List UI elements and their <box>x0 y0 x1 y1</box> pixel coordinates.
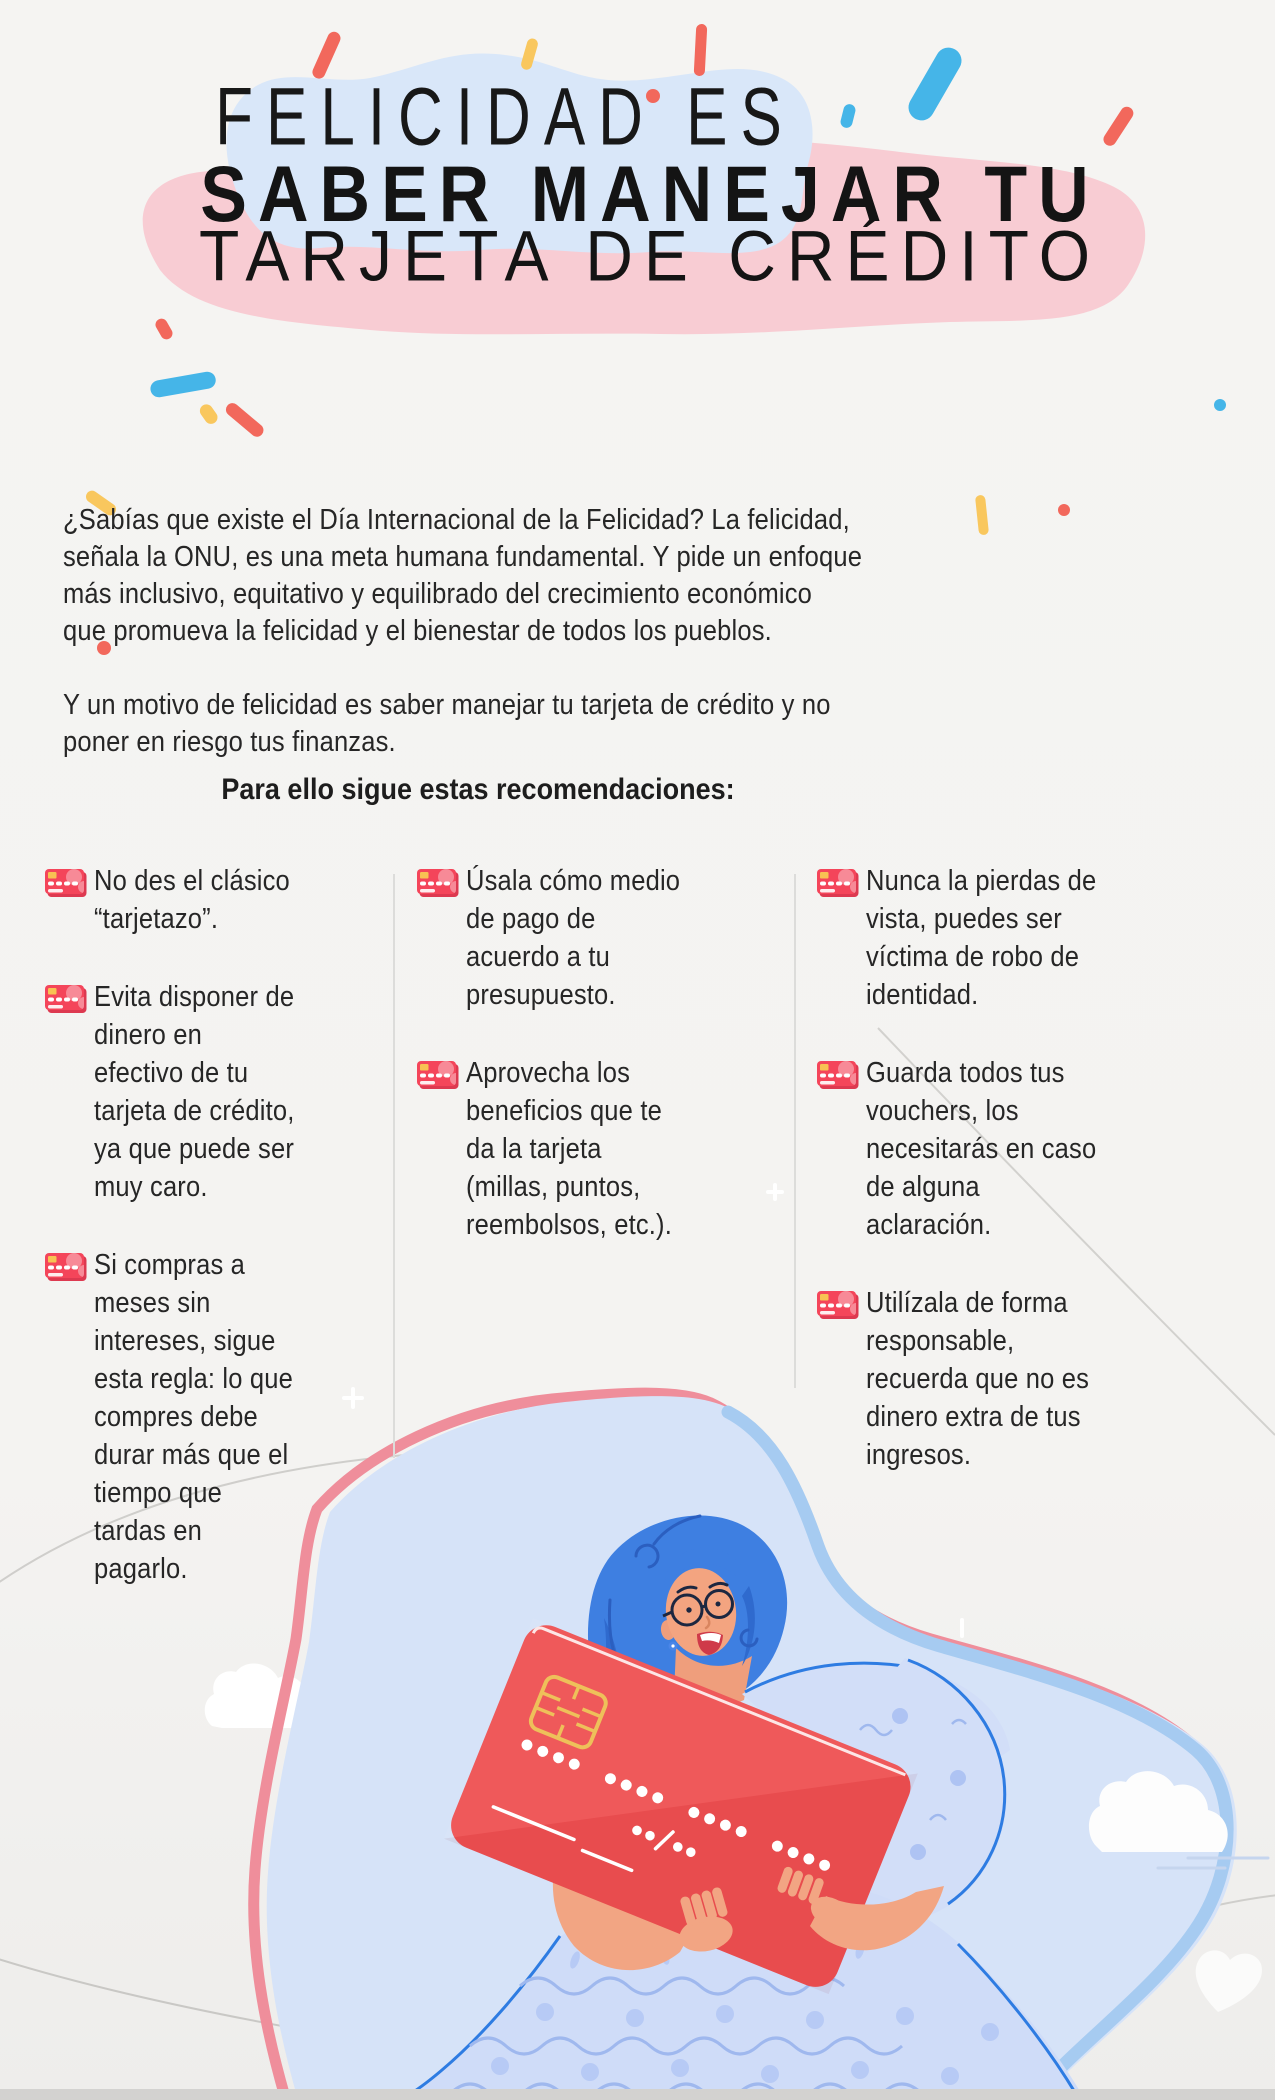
list-item: Guarda todos tus vouchers, los necesitar… <box>816 1054 1256 1244</box>
hands <box>679 1866 944 1952</box>
recommendations-heading: Para ello sigue estas recomendaciones: <box>221 773 735 806</box>
credit-card-icon <box>44 868 88 898</box>
credit-card-icon <box>816 1290 860 1320</box>
blue-blob <box>226 53 813 254</box>
credit-card-icon <box>44 984 88 1014</box>
credit-card-hug-illustration <box>0 1027 1275 2100</box>
credit-card-icon <box>44 1252 88 1282</box>
card-expiry <box>632 1825 696 1857</box>
recommendation-text: Utilízala de forma responsable, recuerda… <box>866 1287 1090 1471</box>
recommendation-text: Úsala cómo medio de pago de acuerdo a tu… <box>466 865 681 1011</box>
heart-shape <box>1195 1950 1262 2012</box>
list-item: No des el clásico “tarjetazo”. <box>44 862 474 938</box>
list-item: Utilízala de forma responsable, recuerda… <box>816 1284 1256 1474</box>
recommendation-text: No des el clásico “tarjetazo”. <box>94 865 290 935</box>
header-decoration <box>85 24 1226 655</box>
list-item: Evita disponer de dinero en efectivo de … <box>44 978 474 1206</box>
script-title: FELICIDAD ES <box>215 71 795 163</box>
list-item: Aprovecha los beneficios que te da la ta… <box>416 1054 846 1244</box>
recommendation-text: Si compras a meses sin intereses, sigue … <box>94 1249 293 1585</box>
cloud-right <box>1088 1771 1228 1852</box>
intro-paragraph-1: ¿Sabías que existe el Día Internacional … <box>63 504 863 647</box>
recommendations-column-3: Nunca la pierdas de vista, puedes ser ví… <box>816 862 1256 1514</box>
recommendations-column-2: Úsala cómo medio de pago de acuerdo a tu… <box>416 862 846 1284</box>
credit-card-icon <box>816 868 860 898</box>
card-lines <box>491 1805 634 1873</box>
recommendations-column-1: No des el clásico “tarjetazo”. Evita dis… <box>44 862 474 1628</box>
credit-card-icon <box>416 868 460 898</box>
main-title-regular: TARJETA DE CRÉDITO <box>198 215 1102 296</box>
intro-paragraph-2: Y un motivo de felicidad es saber maneja… <box>63 689 831 758</box>
cloud-left <box>204 1663 325 1728</box>
recommendation-text: Evita disponer de dinero en efectivo de … <box>94 981 295 1203</box>
card-chip <box>528 1674 608 1750</box>
list-item: Nunca la pierdas de vista, puedes ser ví… <box>816 862 1256 1014</box>
giant-credit-card <box>443 1618 918 1995</box>
credit-card-icon <box>416 1060 460 1090</box>
credit-card-icon <box>816 1060 860 1090</box>
column-divider-2 <box>794 874 796 1388</box>
list-item: Úsala cómo medio de pago de acuerdo a tu… <box>416 862 846 1014</box>
glasses <box>662 1589 734 1627</box>
recommendation-text: Nunca la pierdas de vista, puedes ser ví… <box>866 865 1097 1011</box>
confetti <box>85 24 1226 655</box>
card-number-dots <box>521 1739 831 1871</box>
column-divider-1 <box>393 874 395 1458</box>
main-title-bold: SABER MANEJAR TU <box>200 150 1100 238</box>
recommendation-text: Aprovecha los beneficios que te da la ta… <box>466 1057 672 1241</box>
sparkles <box>342 1183 964 1638</box>
list-item: Si compras a meses sin intereses, sigue … <box>44 1246 474 1588</box>
bottom-edge-strip <box>0 2089 1275 2100</box>
recommendation-text: Guarda todos tus vouchers, los necesitar… <box>866 1057 1097 1241</box>
